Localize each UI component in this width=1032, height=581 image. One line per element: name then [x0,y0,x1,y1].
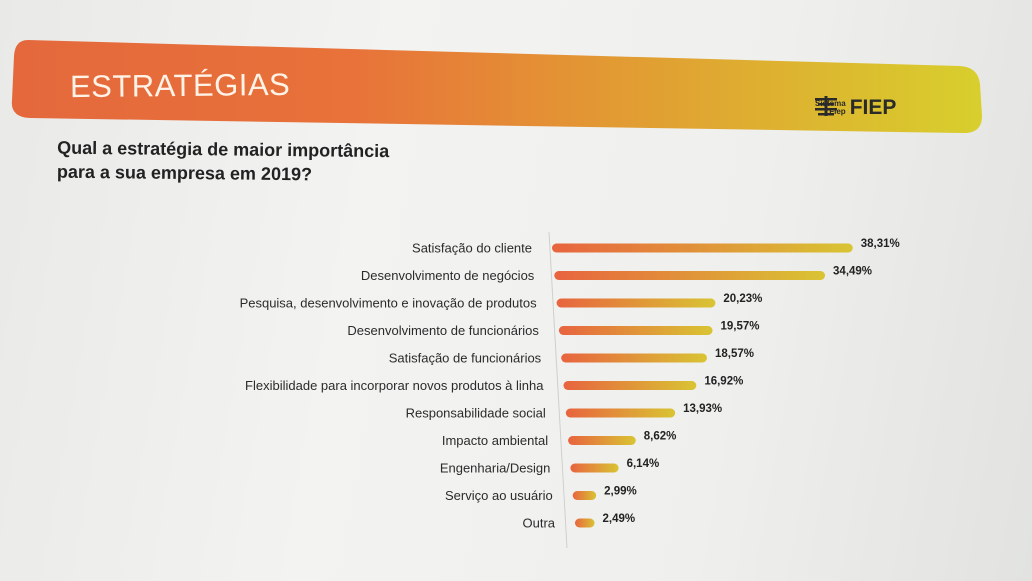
logo-small-line2: Fiep [829,107,846,116]
fiep-logo: Sistema Fiep FIEP [815,96,896,120]
category-label: Responsabilidade social [406,406,546,421]
bar [552,243,853,253]
bar [554,271,826,280]
header-banner: ESTRATÉGIAS Sistema Fiep FIEP [0,0,1032,150]
bar [556,298,716,308]
category-label: Impacto ambiental [442,433,548,448]
value-label: 8,62% [644,431,677,443]
value-label: 20,23% [723,293,762,305]
bar [565,408,676,418]
bar [572,491,597,500]
value-label: 16,92% [704,376,743,388]
bar [563,381,697,390]
bar [561,353,707,363]
value-label: 34,49% [833,266,872,278]
category-label: Satisfação do cliente [412,241,532,256]
bar [575,518,595,528]
category-label: Pesquisa, desenvolvimento e inovação de … [240,296,538,311]
chart-axis-line [548,231,568,549]
category-label: Outra [522,516,555,531]
banner-shape [11,40,983,134]
fiep-emblem-icon [815,96,837,116]
value-label: 18,57% [715,348,754,360]
bar [570,463,619,473]
value-label: 2,49% [603,513,636,525]
category-label: Desenvolvimento de negócios [361,268,535,283]
bar [568,436,636,445]
category-label: Satisfação de funcionários [389,351,542,366]
category-label: Flexibilidade para incorporar novos prod… [245,378,544,393]
value-label: 2,99% [604,486,637,498]
value-label: 6,14% [627,458,660,470]
category-label: Serviço ao usuário [445,488,553,503]
category-label: Engenharia/Design [440,461,551,476]
category-label: Desenvolvimento de funcionários [347,323,539,338]
value-label: 13,93% [683,403,722,415]
value-label: 38,31% [861,238,900,250]
value-label: 19,57% [721,321,760,333]
bar [558,326,713,335]
logo-main-text: FIEP [849,96,897,119]
